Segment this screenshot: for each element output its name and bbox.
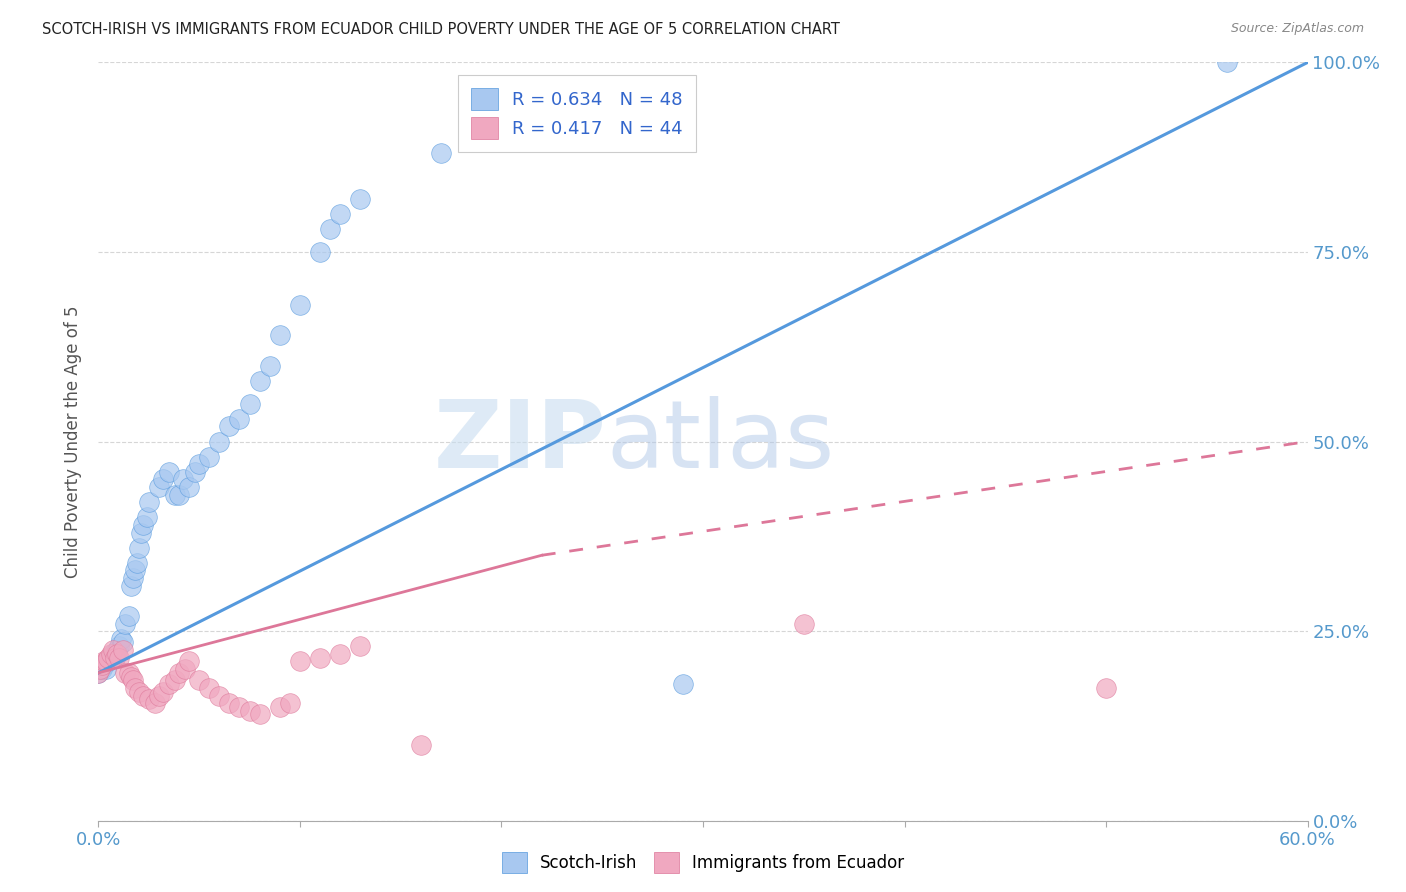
- Point: [114, 665, 136, 680]
- Point: [157, 465, 180, 479]
- Point: [93, 658, 115, 673]
- Point: [121, 673, 143, 688]
- Point: [259, 359, 281, 373]
- Point: [132, 689, 155, 703]
- Point: [152, 473, 174, 487]
- Point: [138, 692, 160, 706]
- Point: [91, 658, 114, 673]
- Point: [107, 639, 129, 653]
- Point: [157, 677, 180, 691]
- Point: [121, 571, 143, 585]
- Point: [105, 647, 128, 661]
- Point: [100, 650, 122, 665]
- Legend: R = 0.634   N = 48, R = 0.417   N = 44: R = 0.634 N = 48, R = 0.417 N = 44: [458, 75, 696, 152]
- Point: [430, 146, 453, 161]
- Point: [111, 635, 134, 649]
- Point: [179, 480, 201, 494]
- Point: [97, 650, 120, 665]
- Point: [103, 650, 125, 665]
- Point: [152, 685, 174, 699]
- Point: [103, 650, 125, 665]
- Point: [278, 696, 301, 710]
- Point: [1095, 681, 1118, 695]
- Text: atlas: atlas: [606, 395, 835, 488]
- Point: [172, 473, 194, 487]
- Point: [167, 487, 190, 501]
- Point: [105, 643, 128, 657]
- Point: [101, 647, 124, 661]
- Point: [91, 662, 114, 676]
- Point: [128, 685, 150, 699]
- Point: [349, 639, 371, 653]
- Point: [128, 541, 150, 555]
- Point: [167, 665, 190, 680]
- Point: [329, 647, 352, 661]
- Point: [329, 207, 352, 221]
- Point: [198, 681, 221, 695]
- Text: ZIP: ZIP: [433, 395, 606, 488]
- Point: [188, 458, 211, 472]
- Point: [309, 244, 332, 259]
- Point: [132, 517, 155, 532]
- Text: Source: ZipAtlas.com: Source: ZipAtlas.com: [1230, 22, 1364, 36]
- Point: [118, 665, 141, 680]
- Point: [114, 616, 136, 631]
- Point: [239, 704, 262, 718]
- Point: [208, 689, 231, 703]
- Legend: Scotch-Irish, Immigrants from Ecuador: Scotch-Irish, Immigrants from Ecuador: [495, 846, 911, 880]
- Point: [319, 222, 342, 236]
- Point: [118, 608, 141, 623]
- Point: [249, 707, 271, 722]
- Point: [110, 632, 132, 646]
- Point: [135, 510, 157, 524]
- Point: [163, 673, 186, 688]
- Point: [288, 298, 311, 312]
- Point: [87, 665, 110, 680]
- Point: [138, 495, 160, 509]
- Point: [101, 643, 124, 657]
- Point: [184, 465, 207, 479]
- Point: [228, 412, 250, 426]
- Point: [124, 681, 146, 695]
- Point: [1216, 55, 1239, 70]
- Point: [218, 696, 240, 710]
- Point: [208, 434, 231, 449]
- Point: [198, 450, 221, 464]
- Point: [349, 192, 371, 206]
- Point: [793, 616, 815, 631]
- Point: [269, 699, 291, 714]
- Point: [120, 579, 142, 593]
- Point: [96, 662, 118, 676]
- Point: [89, 662, 111, 676]
- Point: [239, 396, 262, 410]
- Point: [188, 673, 211, 688]
- Y-axis label: Child Poverty Under the Age of 5: Child Poverty Under the Age of 5: [65, 305, 83, 578]
- Point: [672, 677, 695, 691]
- Point: [143, 696, 166, 710]
- Point: [174, 662, 197, 676]
- Point: [309, 650, 332, 665]
- Point: [111, 643, 134, 657]
- Point: [409, 738, 432, 752]
- Point: [87, 665, 110, 680]
- Text: SCOTCH-IRISH VS IMMIGRANTS FROM ECUADOR CHILD POVERTY UNDER THE AGE OF 5 CORRELA: SCOTCH-IRISH VS IMMIGRANTS FROM ECUADOR …: [42, 22, 839, 37]
- Point: [107, 650, 129, 665]
- Point: [100, 647, 122, 661]
- Point: [249, 374, 271, 388]
- Point: [148, 689, 170, 703]
- Point: [97, 655, 120, 669]
- Point: [129, 525, 152, 540]
- Point: [163, 487, 186, 501]
- Point: [96, 655, 118, 669]
- Point: [148, 480, 170, 494]
- Point: [125, 556, 148, 570]
- Point: [120, 669, 142, 683]
- Point: [93, 655, 115, 669]
- Point: [288, 655, 311, 669]
- Point: [228, 699, 250, 714]
- Point: [218, 419, 240, 434]
- Point: [179, 655, 201, 669]
- Point: [124, 564, 146, 578]
- Point: [269, 328, 291, 343]
